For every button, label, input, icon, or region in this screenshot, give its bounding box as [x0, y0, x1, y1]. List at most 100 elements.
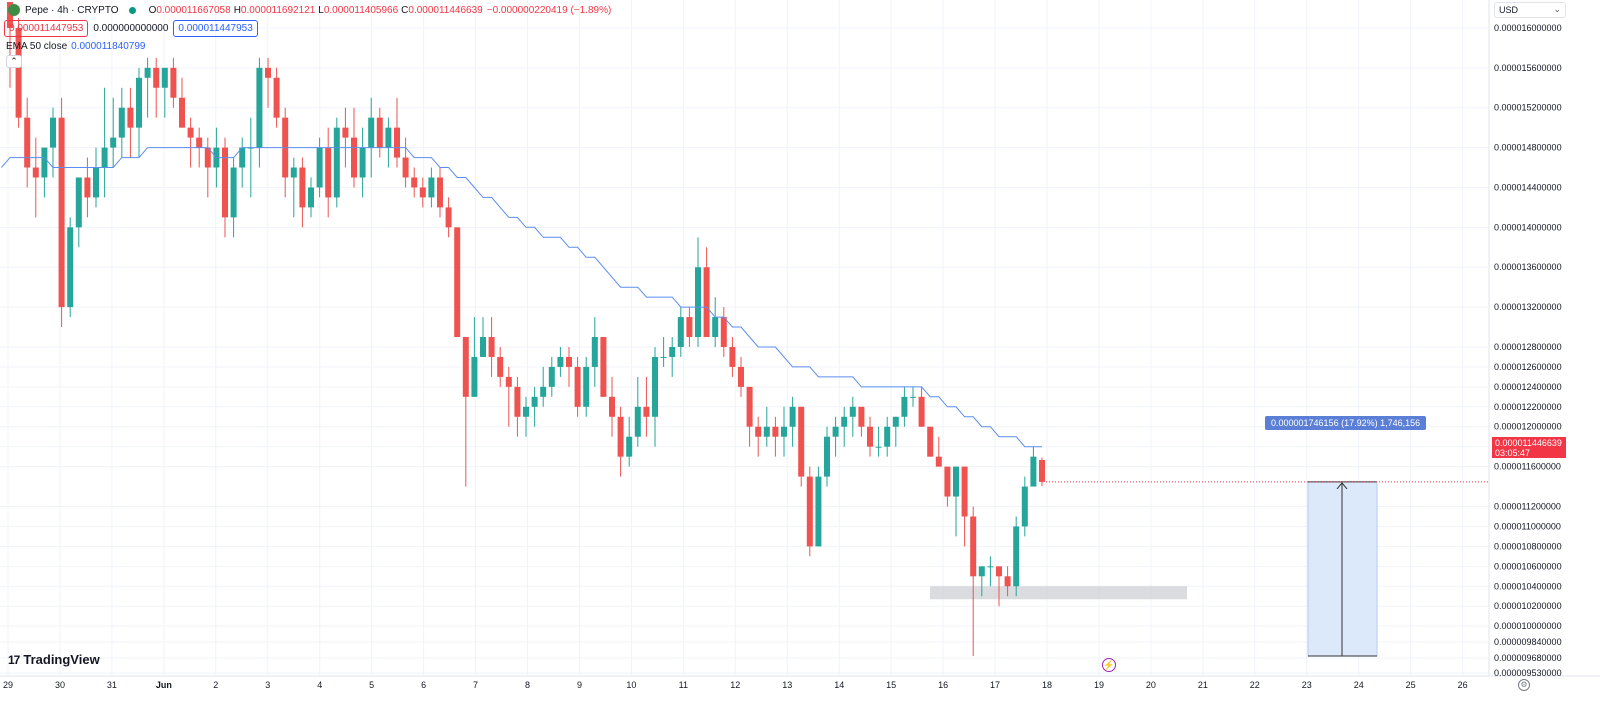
candle-body [677, 317, 684, 347]
candle-body [841, 416, 848, 427]
measure-label: 0.000001746156 (17.92%) 1,746,156 [1265, 416, 1427, 430]
x-tick-label: 14 [834, 680, 844, 690]
buy-button[interactable]: 0.000011447953 [173, 20, 258, 37]
x-tick-label: 8 [525, 680, 530, 690]
ema-indicator-name[interactable]: EMA 50 close [6, 41, 68, 52]
candle-body [1030, 456, 1037, 487]
x-tick-label: Jun [156, 680, 172, 690]
y-tick-label: 0.000015200000 [1494, 103, 1562, 113]
candle-body [824, 436, 830, 477]
candle-body [935, 456, 942, 467]
x-tick-label: 15 [886, 680, 896, 690]
candle-body [179, 97, 185, 128]
candle-body [50, 117, 56, 148]
tradingview-brand[interactable]: 17 TradingView [8, 652, 100, 667]
candle-body [849, 406, 856, 417]
x-tick-label: 4 [317, 680, 322, 690]
candle-body [505, 376, 512, 387]
price-range-measure[interactable] [1307, 481, 1378, 657]
candle-body [93, 167, 99, 198]
spread-value: 0.000000000000 [93, 23, 169, 34]
candle-body [376, 117, 383, 148]
x-tick-label: 17 [990, 680, 1000, 690]
candle-body [118, 107, 125, 138]
time-axis[interactable]: 29 30 31 Jun 2 3 4 5 6 7 8 9 10 11 12 13 14 15 16 17 18 19 20 2… [3, 680, 1468, 690]
candle-body [738, 366, 744, 387]
ema-indicator-value: 0.000011840799 [71, 41, 146, 52]
candlestick-series [7, 2, 1045, 657]
ema-50-line [1, 147, 1488, 483]
candle-body [488, 337, 495, 357]
candle-body [58, 117, 65, 308]
candle-body [462, 337, 469, 397]
collapse-legend-button[interactable]: ⌃ [6, 55, 22, 68]
candle-body [273, 77, 280, 118]
indicator-row[interactable]: EMA 50 close 0.000011840799 [6, 41, 146, 52]
y-tick-label: 0.000014000000 [1494, 222, 1562, 232]
bar-countdown: 03:05:47 [1495, 448, 1531, 458]
candle-body [643, 406, 650, 417]
candle-body [110, 137, 117, 148]
y-tick-label: 0.000012400000 [1494, 382, 1562, 392]
y-tick-label: 0.000010000000 [1494, 621, 1562, 631]
x-tick-label: 31 [107, 680, 117, 690]
candle-body [75, 177, 82, 228]
candle-body [1013, 526, 1020, 587]
x-tick-label: 29 [3, 680, 13, 690]
candle-body [67, 227, 74, 308]
settings-icon[interactable]: ⚙ [1518, 679, 1530, 691]
candle-body [557, 356, 564, 367]
candle-body [695, 267, 701, 338]
candle-body [892, 416, 899, 427]
candle-body [351, 137, 357, 178]
trade-buttons-row: 0.000011447953 0.000000000000 0.00001144… [4, 20, 258, 37]
candle-body [867, 426, 873, 447]
candle-body [359, 147, 366, 178]
candle-body [445, 207, 452, 228]
currency-selector[interactable]: USD ⌄ [1494, 2, 1566, 18]
symbol-ohlc-row: Pepe · 4h · CRYPTO O 0.000011667058 H 0.00… [0, 4, 611, 16]
currency-label: USD [1499, 5, 1519, 15]
candle-body [299, 167, 306, 208]
pepe-logo-icon [8, 4, 20, 16]
change-value: −0.000000220419 (−1.89%) [486, 4, 612, 16]
candle-body [746, 386, 753, 427]
candle-body [170, 67, 177, 98]
candle-body [161, 67, 168, 88]
candle-body [789, 406, 796, 427]
candle-body [729, 346, 736, 367]
market-status-dot-icon [128, 6, 136, 14]
close-value: 0.000011446639 [408, 4, 483, 16]
candle-body [772, 426, 779, 437]
x-tick-label: 10 [626, 680, 636, 690]
candle-body [84, 177, 91, 198]
symbol-title[interactable]: Pepe · 4h · CRYPTO [25, 4, 119, 16]
candle-body [910, 396, 916, 398]
candle-body [781, 426, 787, 437]
sell-button[interactable]: 0.000011447953 [4, 20, 89, 37]
x-tick-label: 22 [1250, 680, 1260, 690]
candle-body [634, 406, 641, 437]
candle-body [609, 396, 615, 417]
y-tick-label: 0.000009840000 [1494, 637, 1562, 647]
candle-body [566, 356, 572, 367]
y-tick-label: 0.000012200000 [1494, 402, 1562, 412]
candle-body [540, 386, 547, 397]
x-tick-label: 2 [213, 680, 218, 690]
x-tick-label: 19 [1094, 680, 1104, 690]
low-value: 0.000011405966 [323, 4, 399, 16]
price-axis[interactable]: 0.000016000000 0.000015600000 0.0000152000… [1494, 23, 1562, 678]
candle-body [763, 426, 770, 437]
x-tick-label: 25 [1406, 680, 1416, 690]
flash-icon[interactable]: ⚡ [1102, 658, 1116, 672]
candle-body [927, 426, 934, 457]
candle-body [574, 366, 581, 407]
support-zone-rect [930, 586, 1187, 600]
candle-body [497, 356, 504, 377]
candle-body [308, 187, 314, 208]
candle-body [703, 267, 710, 338]
candle-body [411, 177, 418, 188]
x-tick-label: 7 [473, 680, 478, 690]
open-value: 0.000011667058 [156, 4, 231, 16]
